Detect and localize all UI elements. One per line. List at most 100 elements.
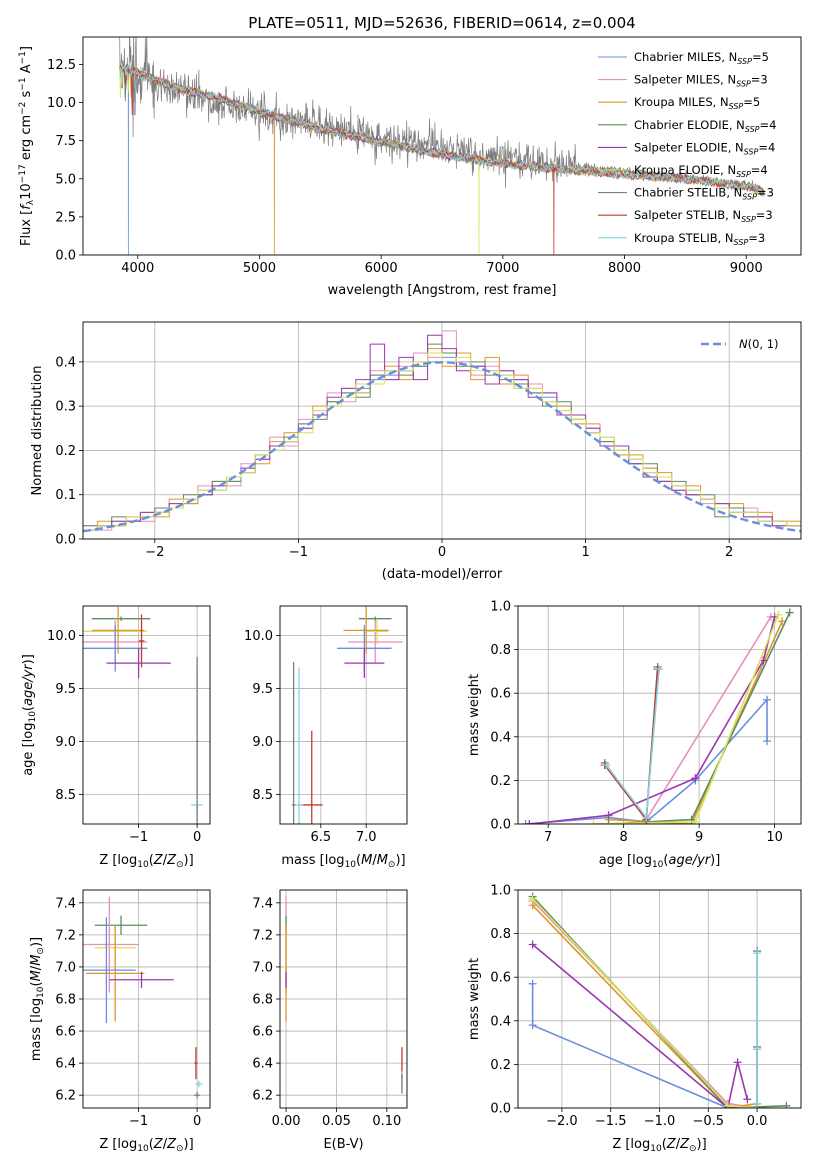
mass-weight-marker <box>604 820 613 824</box>
mass-weight-marker <box>589 820 598 824</box>
x-tick-label: 10 <box>766 830 783 845</box>
weight-vs-Z-plot-area <box>528 892 791 1108</box>
normal-reference-curve <box>83 361 801 533</box>
mass-weight-marker <box>733 1058 742 1067</box>
y-tick-label: 9.5 <box>55 682 76 697</box>
mass-vs-Z-axes: −1 0 6.2 6.4 6.6 6.8 7.0 7.2 7.4 <box>55 890 210 1129</box>
spectrum-plot-area <box>119 37 765 255</box>
x-tick-label: 6.5 <box>310 830 331 845</box>
mass-weight-marker <box>763 737 772 746</box>
age-vs-Z-frame <box>82 605 211 825</box>
x-axis-label: Z [log10(Z/Z⊙)] <box>99 853 193 870</box>
y-tick-label: 6.6 <box>252 1025 273 1040</box>
mass-weight-line <box>532 898 758 1108</box>
y-axis-label: age [log10(age/yr)] <box>21 654 38 776</box>
mass-weight-marker <box>753 949 762 958</box>
y-tick-label: 10.0 <box>244 629 273 644</box>
y-axis-label: Normed distribution <box>30 366 45 496</box>
y-axis-label: mass weight <box>467 958 482 1040</box>
mass-weight-marker <box>774 610 783 619</box>
y-tick-label: 0.6 <box>490 971 511 986</box>
x-tick-label: 0 <box>193 830 201 845</box>
x-tick-label: −1 <box>129 1114 148 1129</box>
x-tick-label: 0 <box>438 545 446 560</box>
x-tick-label: 5000 <box>243 261 276 276</box>
mass-weight-marker <box>521 820 530 824</box>
age-vs-mass-frame <box>279 605 408 825</box>
x-tick-label: 8000 <box>608 261 641 276</box>
y-tick-label: 10.0 <box>47 96 76 111</box>
mass-weight-marker <box>528 1021 537 1030</box>
model-spectrum-line <box>119 64 764 255</box>
residuals-frame <box>82 321 802 540</box>
y-tick-label: 0.0 <box>55 249 76 264</box>
x-axis-label: (data-model)/error <box>382 567 503 582</box>
model-spectrum-line <box>119 64 765 255</box>
legend-label: Kroupa MILES, NSSP=5 <box>634 95 760 111</box>
x-tick-label: 1 <box>581 545 589 560</box>
x-tick-label: 6000 <box>365 261 398 276</box>
x-tick-label: 4000 <box>121 261 154 276</box>
y-axis-label: mass [log10(M/M⊙)] <box>29 937 46 1061</box>
y-tick-label: 0.1 <box>55 488 76 503</box>
mass-weight-marker <box>528 940 537 949</box>
y-axis-label: Flux [fλ10−17 erg cm−2 s−1 A−1] <box>18 46 36 246</box>
y-axis-label: mass weight <box>467 674 482 756</box>
y-tick-label: 0.6 <box>490 687 511 702</box>
y-tick-label: 0.2 <box>490 1058 511 1073</box>
y-tick-label: 10.0 <box>47 629 76 644</box>
mass-weight-line <box>532 943 749 1108</box>
y-tick-label: 0.4 <box>490 1014 511 1029</box>
mass-weight-marker <box>785 608 794 617</box>
y-tick-label: 1.0 <box>490 600 511 615</box>
mass-vs-Z-frame <box>82 889 211 1109</box>
x-tick-label: 9 <box>695 830 703 845</box>
y-tick-label: 7.5 <box>55 134 76 149</box>
mass-weight-line <box>525 697 768 824</box>
x-axis-label: wavelength [Angstrom, rest frame] <box>328 283 557 298</box>
mass-weight-marker <box>655 665 664 674</box>
mass-weight-line <box>608 620 783 824</box>
x-tick-label: 0.00 <box>272 1114 301 1129</box>
x-tick-label: −0.5 <box>693 1114 725 1129</box>
x-tick-label: 0.0 <box>747 1114 768 1129</box>
y-tick-label: 6.8 <box>55 993 76 1008</box>
y-tick-label: 0.8 <box>490 643 511 658</box>
x-tick-label: −2.0 <box>546 1114 578 1129</box>
mass-weight-marker <box>723 1101 732 1108</box>
age-vs-mass-plot-area <box>291 607 403 824</box>
weight-vs-age-axes: 7 8 9 10 0.0 0.2 0.4 0.6 0.8 1.0 <box>490 600 801 845</box>
residuals-plot-area <box>83 330 801 539</box>
mass-weight-marker <box>753 1045 762 1054</box>
x-tick-label: −1 <box>289 545 308 560</box>
y-tick-label: 0.4 <box>55 355 76 370</box>
x-tick-label: 2 <box>725 545 733 560</box>
x-tick-label: 0.10 <box>372 1114 401 1129</box>
mass-weight-marker <box>642 813 651 822</box>
y-tick-label: 6.6 <box>55 1025 76 1040</box>
residual-histogram <box>83 334 801 539</box>
x-axis-label: E(B-V) <box>323 1137 363 1152</box>
x-tick-label: 0 <box>193 1114 201 1129</box>
y-tick-label: 6.2 <box>55 1089 76 1104</box>
y-tick-label: 2.5 <box>55 210 76 225</box>
weight-vs-Z-frame <box>517 889 802 1109</box>
y-tick-label: 7.2 <box>55 928 76 943</box>
y-tick-label: 6.4 <box>252 1057 273 1072</box>
x-tick-label: 9000 <box>730 261 763 276</box>
y-tick-label: 6.8 <box>252 993 273 1008</box>
x-axis-label: Z [log10(Z/Z⊙)] <box>99 1137 193 1154</box>
y-tick-label: 0.2 <box>55 444 76 459</box>
mass-weight-marker <box>602 761 611 770</box>
legend-label: Chabrier MILES, NSSP=5 <box>634 50 769 66</box>
mass-weight-marker <box>691 774 700 783</box>
x-tick-label: 0.05 <box>322 1114 351 1129</box>
mass-weight-marker <box>604 811 613 820</box>
legend-label: Chabrier STELIB, NSSP=3 <box>634 186 774 202</box>
y-tick-label: 12.5 <box>47 58 76 73</box>
y-tick-label: 1.0 <box>490 884 511 899</box>
mass-vs-EBV-frame <box>279 889 408 1109</box>
spectrum-title: PLATE=0511, MJD=52636, FIBERID=0614, z=0… <box>248 14 635 32</box>
x-tick-label: −1.5 <box>595 1114 627 1129</box>
